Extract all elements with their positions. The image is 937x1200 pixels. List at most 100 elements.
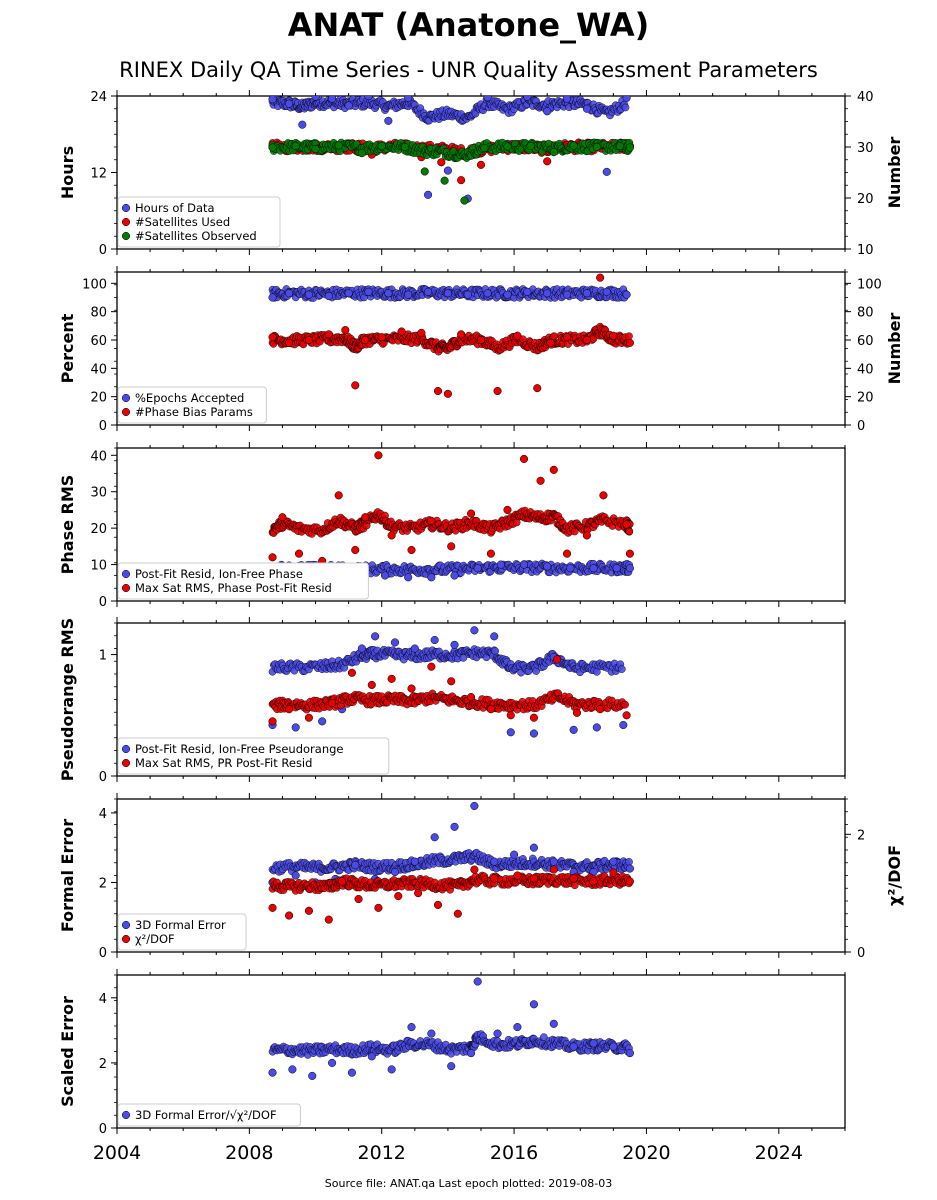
data-point-1 — [450, 640, 459, 649]
data-point-1 — [285, 289, 294, 298]
legend-label: Hours of Data — [135, 201, 215, 215]
data-point-2 — [417, 328, 426, 337]
data-point-2 — [437, 158, 446, 167]
legend-marker — [121, 758, 131, 768]
data-point-1 — [291, 871, 300, 880]
y-axis-label: Hours — [58, 146, 77, 199]
y2-tick-label: 40 — [857, 362, 874, 377]
y-tick-label: 30 — [90, 486, 107, 501]
data-point-1 — [427, 1029, 436, 1038]
data-point-2 — [407, 684, 416, 693]
data-point-3 — [357, 149, 366, 158]
legend-box — [117, 737, 390, 775]
x-tick-label: 2008 — [225, 1142, 273, 1164]
data-point-1 — [473, 977, 482, 986]
data-point-1 — [549, 857, 558, 866]
legend-label: Post-Fit Resid, Ion-Free Phase — [135, 567, 303, 581]
y2-tick-label: 20 — [857, 391, 874, 406]
data-point-2 — [337, 877, 347, 886]
series-point-2 — [625, 527, 634, 536]
y-tick-label: 1 — [99, 649, 107, 664]
data-point-1 — [562, 96, 572, 103]
legend-marker — [121, 1110, 131, 1120]
y2-tick-label: 20 — [857, 192, 874, 207]
data-point-1 — [483, 289, 492, 298]
data-point-1 — [490, 632, 499, 641]
data-point-2 — [609, 868, 618, 877]
data-point-1 — [470, 626, 479, 635]
data-point-2 — [513, 331, 522, 340]
plot-frame — [116, 974, 846, 1129]
data-point-1 — [328, 96, 337, 103]
data-point-2 — [467, 693, 476, 702]
y-tick-label: 0 — [99, 1122, 107, 1137]
data-point-3 — [420, 167, 429, 176]
data-points — [268, 801, 634, 924]
y-tick-label: 10 — [90, 559, 107, 574]
data-point-1 — [285, 99, 294, 108]
data-point-2 — [278, 513, 287, 522]
data-points — [268, 96, 634, 205]
data-point-1 — [268, 96, 277, 104]
y2-tick-label: 10 — [857, 243, 874, 258]
data-point-1 — [268, 293, 277, 302]
data-point-1 — [592, 723, 601, 732]
data-point-1 — [622, 290, 631, 299]
data-point-1 — [589, 564, 598, 573]
data-point-1 — [304, 290, 313, 299]
data-point-1 — [390, 867, 400, 877]
data-point-2 — [328, 699, 337, 708]
y-tick-label: 24 — [90, 90, 107, 105]
data-point-2 — [304, 713, 313, 722]
data-point-2 — [493, 386, 502, 396]
data-point-1 — [569, 725, 578, 734]
data-point-1 — [609, 1042, 618, 1051]
data-point-1 — [407, 1023, 416, 1032]
data-point-3 — [592, 142, 601, 152]
data-point-2 — [397, 327, 406, 336]
data-point-1 — [311, 96, 320, 101]
data-point-2 — [285, 911, 294, 920]
y2-tick-label: 60 — [857, 334, 874, 349]
data-point-1 — [493, 1029, 502, 1038]
legend-box — [117, 1103, 301, 1127]
data-point-2 — [324, 330, 333, 339]
legend-label: #Satellites Observed — [135, 229, 257, 243]
data-point-1 — [447, 1062, 456, 1071]
data-point-2 — [546, 338, 555, 347]
data-point-1 — [371, 632, 380, 641]
data-points — [268, 977, 634, 1080]
data-point-1 — [298, 120, 307, 129]
data-point-3 — [400, 142, 409, 152]
y-tick-label: 60 — [90, 334, 107, 349]
y2-tick-label: 0 — [857, 946, 865, 961]
data-point-3 — [334, 141, 343, 150]
data-point-1 — [473, 564, 482, 573]
y-tick-label: 4 — [99, 807, 107, 822]
data-point-1 — [496, 560, 505, 569]
series-point-2 — [570, 527, 579, 536]
series-point-1 — [621, 103, 630, 112]
data-point-1 — [328, 1058, 337, 1067]
y2-tick-label: 2 — [857, 828, 865, 843]
y2-tick-label: 0 — [857, 419, 865, 434]
data-point-1 — [483, 96, 492, 102]
y-tick-label: 2 — [99, 876, 107, 891]
data-point-1 — [506, 728, 515, 737]
y-tick-label: 0 — [99, 946, 107, 961]
data-point-2 — [486, 705, 495, 714]
data-point-1 — [450, 822, 459, 831]
legend: Hours of Data#Satellites Used#Satellites… — [117, 196, 281, 248]
data-point-2 — [377, 333, 386, 342]
data-point-2 — [268, 903, 277, 912]
data-point-1 — [602, 287, 611, 296]
series-point-2 — [550, 332, 559, 341]
data-point-1 — [543, 289, 552, 298]
data-point-3 — [377, 141, 386, 151]
y-axis-label: Percent — [58, 313, 77, 383]
x-tick-label: 2004 — [93, 1142, 141, 1164]
legend-marker — [121, 744, 131, 754]
data-point-1 — [589, 1039, 598, 1048]
data-point-1 — [390, 638, 400, 647]
